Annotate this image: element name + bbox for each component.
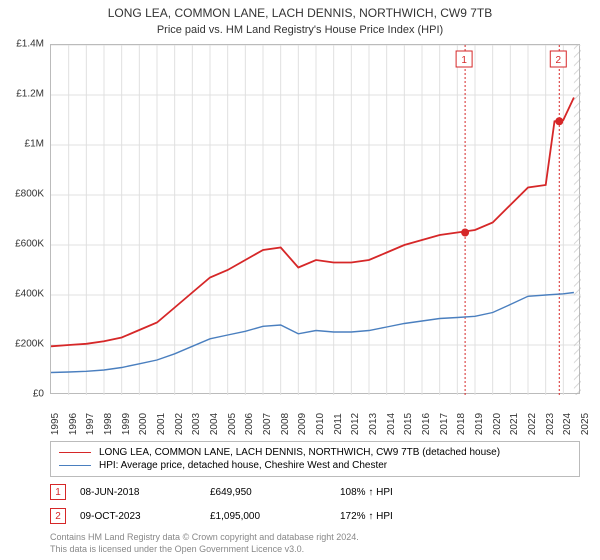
legend-swatch bbox=[59, 452, 91, 454]
chart-subtitle: Price paid vs. HM Land Registry's House … bbox=[0, 22, 600, 36]
y-tick-label: £1.4M bbox=[16, 39, 44, 50]
legend-label: HPI: Average price, detached house, Ches… bbox=[99, 460, 387, 471]
y-tick-label: £200K bbox=[15, 339, 44, 350]
x-tick-label: 1996 bbox=[68, 413, 79, 435]
marker-number-box: 2 bbox=[50, 508, 66, 524]
y-tick-label: £800K bbox=[15, 189, 44, 200]
x-tick-label: 2017 bbox=[439, 413, 450, 435]
svg-text:2: 2 bbox=[555, 55, 561, 66]
marker-number-box: 1 bbox=[50, 484, 66, 500]
chart-container: LONG LEA, COMMON LANE, LACH DENNIS, NORT… bbox=[0, 0, 600, 560]
x-tick-label: 2002 bbox=[174, 413, 185, 435]
legend-swatch bbox=[59, 465, 91, 466]
x-tick-label: 2011 bbox=[333, 413, 344, 435]
legend-label: LONG LEA, COMMON LANE, LACH DENNIS, NORT… bbox=[99, 447, 500, 458]
x-tick-label: 2010 bbox=[315, 413, 326, 435]
x-tick-label: 2018 bbox=[456, 413, 467, 435]
marker-date: 08-JUN-2018 bbox=[80, 487, 210, 498]
x-tick-label: 2008 bbox=[280, 413, 291, 435]
legend-item-hpi: HPI: Average price, detached house, Ches… bbox=[59, 459, 571, 472]
x-tick-label: 2004 bbox=[209, 413, 220, 435]
x-tick-label: 1998 bbox=[103, 413, 114, 435]
footer-attribution: Contains HM Land Registry data © Crown c… bbox=[50, 532, 359, 555]
y-tick-label: £0 bbox=[33, 389, 44, 400]
sale-marker-row-1: 1 08-JUN-2018 £649,950 108% ↑ HPI bbox=[50, 484, 580, 500]
y-tick-label: £600K bbox=[15, 239, 44, 250]
marker-price: £1,095,000 bbox=[210, 511, 340, 522]
chart-svg: 12 bbox=[51, 45, 581, 395]
x-tick-label: 2020 bbox=[492, 413, 503, 435]
x-tick-label: 2024 bbox=[562, 413, 573, 435]
x-tick-label: 2007 bbox=[262, 413, 273, 435]
x-tick-label: 2013 bbox=[368, 413, 379, 435]
x-tick-label: 2005 bbox=[227, 413, 238, 435]
x-tick-label: 2001 bbox=[156, 413, 167, 435]
svg-text:1: 1 bbox=[461, 55, 467, 66]
marker-date: 09-OCT-2023 bbox=[80, 511, 210, 522]
x-axis-labels: 1995 1996 1997 1998 1999 2000 2001 2002 2003 2004… bbox=[50, 396, 580, 436]
legend: LONG LEA, COMMON LANE, LACH DENNIS, NORT… bbox=[50, 441, 580, 477]
marker-hpi-pct: 108% ↑ HPI bbox=[340, 487, 393, 498]
x-tick-label: 2022 bbox=[527, 413, 538, 435]
y-tick-label: £400K bbox=[15, 289, 44, 300]
footer-line2: This data is licensed under the Open Gov… bbox=[50, 544, 359, 556]
x-tick-label: 2015 bbox=[403, 413, 414, 435]
sale-marker-row-2: 2 09-OCT-2023 £1,095,000 172% ↑ HPI bbox=[50, 508, 580, 524]
chart-title: LONG LEA, COMMON LANE, LACH DENNIS, NORT… bbox=[0, 0, 600, 22]
x-tick-label: 1999 bbox=[121, 413, 132, 435]
x-tick-label: 2006 bbox=[244, 413, 255, 435]
x-tick-label: 2009 bbox=[297, 413, 308, 435]
x-tick-label: 2012 bbox=[350, 413, 361, 435]
x-tick-label: 2023 bbox=[545, 413, 556, 435]
marker-hpi-pct: 172% ↑ HPI bbox=[340, 511, 393, 522]
x-tick-label: 1997 bbox=[85, 413, 96, 435]
y-axis-labels: £0£200K£400K£600K£800K£1M£1.2M£1.4M bbox=[0, 44, 48, 394]
x-tick-label: 2021 bbox=[509, 413, 520, 435]
x-tick-label: 1995 bbox=[50, 413, 61, 435]
x-tick-label: 2003 bbox=[191, 413, 202, 435]
footer-line1: Contains HM Land Registry data © Crown c… bbox=[50, 532, 359, 544]
x-tick-label: 2016 bbox=[421, 413, 432, 435]
y-tick-label: £1.2M bbox=[16, 89, 44, 100]
legend-item-property: LONG LEA, COMMON LANE, LACH DENNIS, NORT… bbox=[59, 446, 571, 459]
x-tick-label: 2025 bbox=[580, 413, 591, 435]
plot-area: 12 bbox=[50, 44, 580, 394]
x-tick-label: 2000 bbox=[138, 413, 149, 435]
x-tick-label: 2014 bbox=[386, 413, 397, 435]
y-tick-label: £1M bbox=[25, 139, 44, 150]
x-tick-label: 2019 bbox=[474, 413, 485, 435]
marker-price: £649,950 bbox=[210, 487, 340, 498]
